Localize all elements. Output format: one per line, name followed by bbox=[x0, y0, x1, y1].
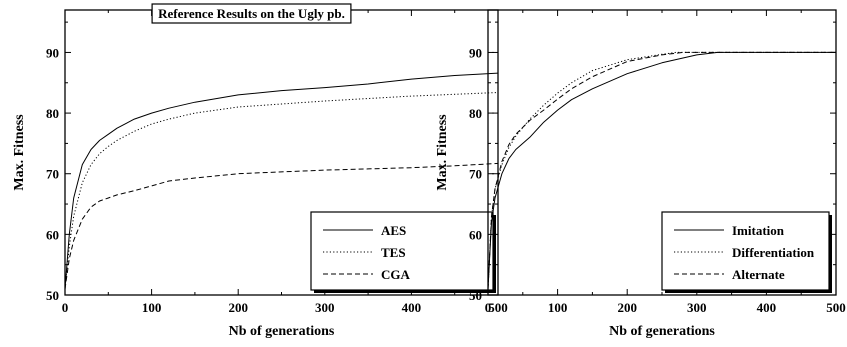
x-tick-label: 300 bbox=[315, 300, 335, 315]
series-line-imitation bbox=[487, 51, 836, 289]
y-axis-label: Max. Fitness bbox=[435, 114, 450, 191]
y-axis-label: Max. Fitness bbox=[12, 114, 27, 191]
x-tick-label: 400 bbox=[757, 300, 777, 315]
series-line-cga bbox=[64, 162, 499, 289]
legend-label-differentiation: Differentiation bbox=[732, 245, 815, 260]
x-tick-label: 200 bbox=[228, 300, 248, 315]
chart-title-box bbox=[151, 3, 352, 24]
x-tick-label: 300 bbox=[687, 300, 707, 315]
x-tick-label: 0 bbox=[485, 300, 492, 315]
series-line-aes bbox=[64, 72, 499, 289]
x-axis-label: Nb of generations bbox=[609, 324, 715, 339]
y-tick-label: 50 bbox=[469, 288, 482, 303]
y-tick-label: 50 bbox=[46, 288, 59, 303]
x-tick-label: 400 bbox=[402, 300, 422, 315]
y-tick-label: 70 bbox=[469, 167, 482, 182]
series-line-differentiation bbox=[487, 51, 836, 289]
y-tick-label: 80 bbox=[469, 106, 482, 121]
legend-label-alternate: Alternate bbox=[732, 267, 785, 282]
series-line-alternate bbox=[487, 51, 836, 289]
chart-panel-2: 0 100 200 300 400 500 50 60 70 80 90 Nb of generati… bbox=[435, 9, 846, 339]
y-tick-label: 60 bbox=[46, 227, 59, 242]
legend-label-cga: CGA bbox=[381, 267, 411, 282]
legend-label-tes: TES bbox=[381, 245, 406, 260]
x-tick-label: 100 bbox=[548, 300, 568, 315]
x-tick-label: 500 bbox=[826, 300, 846, 315]
x-tick-label: 500 bbox=[488, 300, 508, 315]
y-tick-label: 90 bbox=[46, 45, 59, 60]
legend-box bbox=[661, 211, 830, 291]
chart-title: Reference Results on the Ugly pb. bbox=[158, 6, 345, 21]
x-tick-label: 0 bbox=[62, 300, 69, 315]
legend-label-imitation: Imitation bbox=[732, 223, 785, 238]
x-axis-label: Nb of generations bbox=[229, 324, 335, 339]
x-tick-label: 200 bbox=[617, 300, 637, 315]
y-tick-label: 60 bbox=[469, 227, 482, 242]
x-tick-label: 100 bbox=[142, 300, 162, 315]
y-tick-label: 90 bbox=[469, 45, 482, 60]
legend-box bbox=[310, 211, 494, 291]
y-tick-label: 80 bbox=[46, 106, 59, 121]
y-tick-label: 70 bbox=[46, 167, 59, 182]
legend-label-aes: AES bbox=[381, 223, 406, 238]
